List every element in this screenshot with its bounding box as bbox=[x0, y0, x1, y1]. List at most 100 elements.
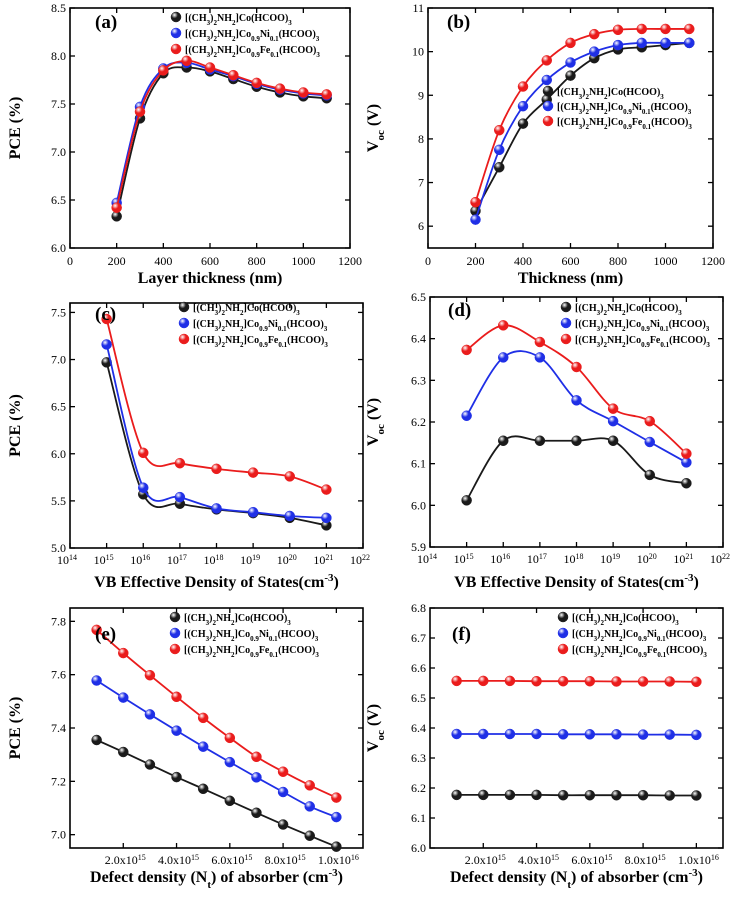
data-point bbox=[158, 65, 169, 76]
data-point bbox=[557, 789, 569, 801]
x-tick-label: 1021 bbox=[673, 552, 693, 567]
data-point bbox=[589, 28, 600, 40]
series-line-1 bbox=[474, 41, 690, 220]
data-point bbox=[204, 62, 216, 73]
legend-entry: [(CH3)2NH2]Co0.9Ni0.1(HCOO)3 bbox=[193, 319, 328, 333]
y-tick-label: 7 bbox=[418, 176, 424, 190]
data-point bbox=[612, 24, 624, 36]
y-tick-label: 8.0 bbox=[51, 49, 66, 63]
y-tick-label: 11 bbox=[412, 1, 424, 15]
data-point bbox=[681, 448, 692, 459]
x-tick-label: 8.0x1015 bbox=[265, 853, 306, 868]
y-tick-label: 6.0 bbox=[51, 241, 66, 255]
legend-marker bbox=[169, 611, 181, 623]
data-point bbox=[461, 495, 472, 506]
legend-marker bbox=[557, 627, 569, 639]
x-tick-label: 1018 bbox=[564, 552, 584, 567]
data-point bbox=[211, 503, 222, 514]
panel-label: (c) bbox=[95, 304, 116, 325]
x-tick-label: 1017 bbox=[167, 553, 187, 568]
x-tick-label: 800 bbox=[248, 254, 266, 268]
x-tick-label: 0 bbox=[67, 254, 73, 268]
data-point bbox=[664, 729, 675, 740]
data-point bbox=[144, 759, 156, 770]
data-point bbox=[224, 732, 236, 744]
y-tick-label: 6.4 bbox=[411, 332, 426, 346]
y-tick-label: 7.0 bbox=[51, 145, 66, 159]
panel-label: (a) bbox=[95, 12, 117, 33]
data-point bbox=[691, 729, 702, 741]
y-tick-label: 8.5 bbox=[51, 1, 66, 15]
data-point bbox=[557, 729, 569, 740]
data-point bbox=[504, 728, 516, 740]
data-point bbox=[247, 467, 259, 478]
y-tick-label: 6.0 bbox=[411, 841, 426, 855]
data-point bbox=[637, 676, 649, 687]
y-tick-label: 10 bbox=[412, 45, 424, 59]
y-tick-label: 5.9 bbox=[411, 540, 426, 554]
panel-label: (b) bbox=[447, 12, 470, 33]
x-tick-label: 1016 bbox=[490, 552, 510, 567]
x-tick-label: 600 bbox=[201, 254, 219, 268]
data-point bbox=[331, 811, 342, 823]
y-tick-label: 6.5 bbox=[51, 400, 66, 414]
data-point bbox=[494, 124, 505, 136]
y-axis-label: Voc (V) bbox=[365, 398, 387, 446]
panel-b: 0 200 400 600 800 1000 1200 6 7 8 9 10 11 Thickness (… bbox=[365, 1, 725, 287]
y-tick-label: 6.0 bbox=[51, 447, 66, 461]
x-tick-label: 2.0x1015 bbox=[465, 853, 506, 868]
x-tick-label: 1014 bbox=[57, 553, 77, 568]
data-point bbox=[138, 447, 149, 459]
data-point bbox=[534, 336, 546, 348]
data-point bbox=[557, 675, 569, 687]
data-point bbox=[211, 463, 222, 475]
plot-frame bbox=[429, 607, 724, 849]
x-tick-label: 1021 bbox=[313, 553, 333, 568]
data-point bbox=[612, 39, 624, 51]
data-point bbox=[111, 202, 122, 213]
data-point bbox=[565, 37, 576, 49]
data-point bbox=[534, 352, 546, 363]
legend-marker bbox=[178, 301, 190, 313]
y-tick-label: 7.8 bbox=[51, 614, 66, 628]
legend-marker bbox=[560, 317, 572, 329]
legend-marker bbox=[170, 43, 182, 55]
data-point bbox=[531, 728, 542, 740]
panel-label: (e) bbox=[95, 624, 116, 645]
x-tick-label: 6.0x1015 bbox=[211, 853, 252, 868]
x-tick-label: 1000 bbox=[291, 254, 315, 268]
y-tick-label: 6.1 bbox=[411, 811, 426, 825]
y-tick-label: 7.0 bbox=[51, 353, 66, 367]
data-point bbox=[277, 786, 289, 798]
data-point bbox=[637, 789, 649, 801]
data-point bbox=[584, 675, 596, 687]
data-point bbox=[584, 789, 596, 801]
y-tick-label: 7.5 bbox=[51, 97, 66, 111]
data-point bbox=[171, 725, 182, 736]
data-point bbox=[461, 410, 472, 421]
x-tick-label: 1200 bbox=[338, 254, 362, 268]
x-tick-label: 1020 bbox=[277, 553, 297, 568]
x-tick-label: 8.0x1015 bbox=[625, 853, 666, 868]
data-point bbox=[171, 771, 182, 783]
legend: [(CH3)2NH2]Co(HCOO)3 [(CH3)2NH2]Co0.9Ni0.… bbox=[557, 611, 707, 659]
y-tick-label: 6.4 bbox=[411, 721, 426, 735]
legend-entry: [(CH3)2NH2]Co0.9Fe0.1(HCOO)3 bbox=[184, 645, 319, 659]
data-point bbox=[607, 415, 619, 427]
legend-marker bbox=[557, 643, 569, 655]
y-tick-label: 6.7 bbox=[411, 631, 426, 645]
data-point bbox=[91, 624, 102, 636]
data-point bbox=[517, 81, 529, 92]
legend-marker bbox=[169, 627, 181, 639]
legend-entry: [(CH3)2NH2]Co0.9Fe0.1(HCOO)3 bbox=[193, 335, 328, 349]
data-point bbox=[541, 74, 552, 86]
x-tick-label: 1.0x1016 bbox=[318, 853, 359, 868]
x-tick-label: 2.0x1015 bbox=[105, 853, 146, 868]
data-point bbox=[478, 728, 489, 740]
y-tick-label: 7.2 bbox=[51, 774, 66, 788]
data-point bbox=[531, 675, 542, 687]
data-point bbox=[470, 196, 481, 208]
data-point bbox=[144, 709, 156, 720]
x-tick-label: 1020 bbox=[637, 552, 657, 567]
